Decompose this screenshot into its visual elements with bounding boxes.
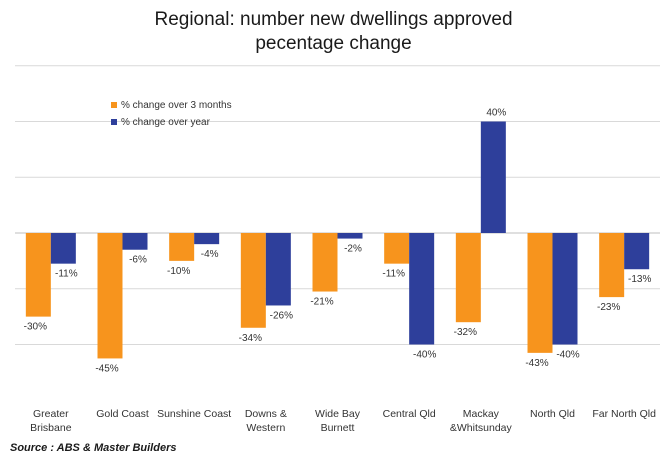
bar-year — [480, 121, 506, 233]
category-label: North Qld — [530, 408, 575, 420]
data-label-year: -13% — [628, 274, 651, 285]
legend-label-year: % change over year — [121, 117, 211, 128]
data-label-year: -4% — [201, 249, 219, 260]
legend: % change over 3 months % change over year — [111, 100, 232, 128]
category-label: Greater — [33, 408, 69, 420]
bar-3-months — [169, 233, 195, 261]
category-label: Mackay — [463, 408, 500, 420]
legend-label-3-months: % change over 3 months — [121, 100, 232, 111]
bar-3-months — [384, 233, 410, 264]
bar-year — [50, 233, 76, 264]
category-label: Burnett — [321, 422, 355, 434]
bar-3-months — [25, 233, 51, 317]
bar-year — [122, 233, 148, 250]
category-label: Gold Coast — [96, 408, 149, 420]
source-note: Source : ABS & Master Builders — [10, 442, 177, 454]
data-label-year: -40% — [413, 350, 436, 361]
bars — [25, 121, 650, 359]
category-labels: Greater Brisbane Gold Coast Sunshine Coast D… — [30, 408, 656, 434]
data-label-year: -6% — [129, 255, 147, 266]
category-label: &Whitsunday — [450, 422, 513, 434]
legend-swatch-3-months — [111, 102, 117, 108]
data-labels: -30% -45% -10% -34% -21% -11% -32% -43% -23% -11%… — [24, 108, 652, 375]
data-label-year: -11% — [55, 269, 78, 280]
category-label: Far North Qld — [592, 408, 656, 420]
category-label: Western — [246, 422, 285, 434]
data-label-year: 40% — [486, 108, 506, 119]
legend-swatch-year — [111, 119, 117, 125]
data-label-3-months: -21% — [310, 297, 333, 308]
chart-title-line-1: Regional: number new dwellings approved — [154, 9, 513, 30]
bar-chart: -30% -45% -10% -34% -21% -11% -32% -43% -23% -11%… — [15, 65, 660, 434]
category-label: Wide Bay — [315, 408, 361, 420]
bar-year — [409, 233, 435, 345]
data-label-3-months: -45% — [95, 363, 118, 374]
bar-year — [552, 233, 578, 345]
data-label-year: -40% — [556, 350, 579, 361]
data-label-3-months: -10% — [167, 266, 190, 277]
data-label-3-months: -30% — [24, 322, 47, 333]
bar-year — [265, 233, 291, 306]
data-label-3-months: -23% — [597, 302, 620, 313]
bar-year — [624, 233, 650, 270]
bar-3-months — [527, 233, 553, 353]
chart-title: Regional: number new dwellings approved … — [0, 8, 667, 56]
category-label: Central Qld — [383, 408, 436, 420]
data-label-year: -2% — [344, 244, 362, 255]
bar-3-months — [97, 233, 123, 359]
bar-3-months — [240, 233, 266, 328]
data-label-3-months: -32% — [454, 327, 477, 338]
bar-year — [194, 233, 220, 245]
data-label-year: -26% — [270, 310, 293, 321]
data-label-3-months: -34% — [239, 333, 262, 344]
bar-3-months — [599, 233, 625, 298]
category-label: Brisbane — [30, 422, 72, 434]
category-label: Sunshine Coast — [157, 408, 231, 420]
category-label: Downs & — [245, 408, 287, 420]
bar-year — [337, 233, 363, 239]
bar-3-months — [312, 233, 338, 292]
data-label-3-months: -43% — [525, 358, 548, 369]
bar-3-months — [455, 233, 481, 323]
data-label-3-months: -11% — [382, 269, 405, 280]
chart-title-line-2: pecentage change — [255, 33, 412, 54]
